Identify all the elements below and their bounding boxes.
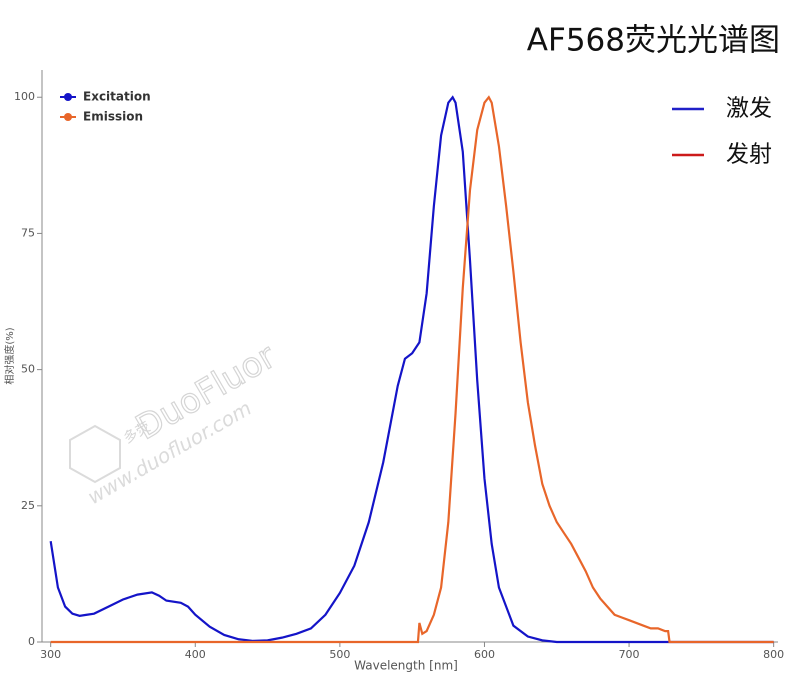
x-tick-label: 800 bbox=[763, 648, 784, 661]
y-tick-label: 100 bbox=[14, 90, 35, 103]
watermark-icon bbox=[69, 424, 121, 484]
y-axis-label: 相对强度(%) bbox=[3, 327, 16, 384]
x-tick-label: 300 bbox=[40, 648, 61, 661]
y-tick-label: 0 bbox=[28, 635, 35, 648]
series-line bbox=[49, 95, 774, 644]
x-tick-label: 500 bbox=[329, 648, 350, 661]
x-tick-label: 700 bbox=[619, 648, 640, 661]
x-tick-label: 600 bbox=[474, 648, 495, 661]
x-tick-label: 400 bbox=[185, 648, 206, 661]
side-legend-label: 激发 bbox=[726, 96, 772, 122]
legend-label: Excitation bbox=[83, 90, 151, 104]
x-axis-label: Wavelength [nm] bbox=[354, 659, 458, 673]
legend-marker bbox=[64, 93, 72, 101]
chart-title: AF568荧光光谱图 bbox=[527, 23, 780, 59]
legend-label: Emission bbox=[83, 110, 143, 124]
legend-marker bbox=[64, 113, 72, 121]
y-tick-label: 25 bbox=[21, 499, 35, 512]
side-legend-label: 发射 bbox=[726, 142, 772, 168]
y-tick-label: 50 bbox=[21, 363, 35, 376]
watermark: 多荧 DuoFluor www.duofluor.com bbox=[69, 336, 283, 509]
y-tick-label: 75 bbox=[21, 226, 35, 239]
series-line bbox=[50, 95, 774, 644]
